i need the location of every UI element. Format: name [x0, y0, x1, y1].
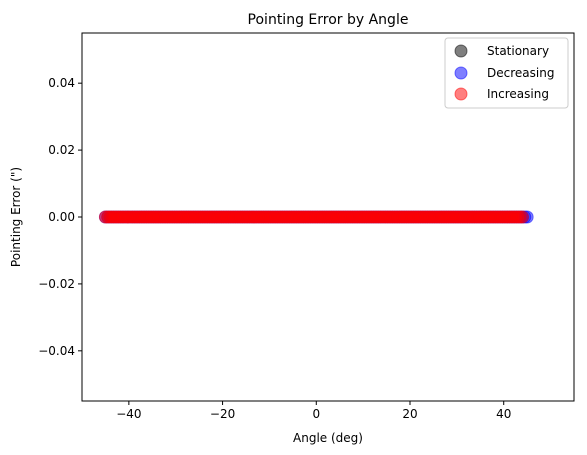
legend: Stationary Decreasing Increasing — [444, 37, 569, 109]
data-points — [98, 210, 534, 224]
data-point-increasing — [515, 210, 529, 224]
y-tick-label: −0.04 — [38, 344, 75, 358]
x-axis-ticks: −40 −20 0 20 40 — [116, 401, 511, 421]
x-tick-label: 40 — [496, 407, 511, 421]
x-tick-label: −20 — [210, 407, 235, 421]
chart-title: Pointing Error by Angle — [248, 12, 409, 28]
x-tick-label: 0 — [312, 407, 320, 421]
legend-label-increasing: Increasing — [487, 87, 549, 101]
x-axis-label: Angle (deg) — [293, 431, 363, 445]
y-tick-label: 0.00 — [48, 210, 75, 224]
legend-box — [444, 37, 569, 109]
x-tick-label: 20 — [402, 407, 417, 421]
legend-label-stationary: Stationary — [487, 44, 549, 58]
y-axis-label: Pointing Error (") — [9, 167, 23, 267]
x-tick-label: −40 — [116, 407, 141, 421]
legend-marker-decreasing — [454, 66, 468, 80]
y-axis-ticks: −0.04 −0.02 0.00 0.02 0.04 — [38, 76, 82, 358]
legend-marker-increasing — [454, 87, 468, 101]
y-tick-label: 0.04 — [48, 76, 75, 90]
y-tick-label: 0.02 — [48, 143, 75, 157]
legend-marker-stationary — [454, 44, 468, 58]
y-tick-label: −0.02 — [38, 277, 75, 291]
legend-label-decreasing: Decreasing — [487, 66, 554, 80]
